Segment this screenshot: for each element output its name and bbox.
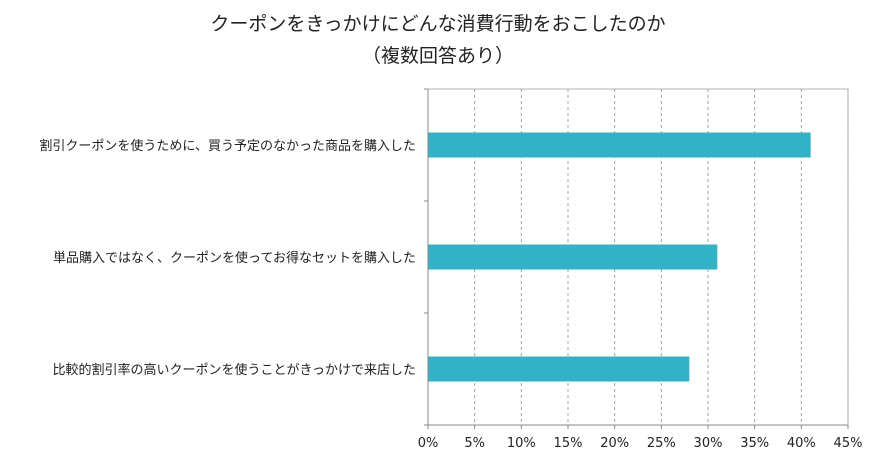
x-tick-label: 45% xyxy=(834,436,863,451)
x-tick-label: 40% xyxy=(787,436,816,451)
chart-title: クーポンをきっかけにどんな消費行動をおこしたのか （複数回答あり） xyxy=(0,8,876,72)
category-label: 比較的割引率の高いクーポンを使うことがきっかけで来店した xyxy=(53,362,416,378)
x-tick-label: 25% xyxy=(647,436,676,451)
x-tick-label: 35% xyxy=(740,436,769,451)
x-tick-label: 0% xyxy=(418,436,439,451)
bars xyxy=(428,132,811,382)
category-labels: 割引クーポンを使うために、買う予定のなかった商品を購入した単品購入ではなく、クー… xyxy=(39,138,416,378)
bar xyxy=(428,132,811,158)
x-tick-labels: 0% 5% 10% 15% 20% 25% 30% 35% 40% 45% xyxy=(418,436,863,451)
x-tick-label: 10% xyxy=(507,436,536,451)
x-tick-label: 30% xyxy=(694,436,723,451)
category-label: 割引クーポンを使うために、買う予定のなかった商品を購入した xyxy=(39,138,416,154)
x-tick-label: 20% xyxy=(600,436,629,451)
bar xyxy=(428,244,718,270)
bar xyxy=(428,356,690,382)
chart-title-line-2: （複数回答あり） xyxy=(361,45,514,67)
x-tick-label: 5% xyxy=(464,436,485,451)
x-tick-label: 15% xyxy=(554,436,583,451)
chart-title-line-1: クーポンをきっかけにどんな消費行動をおこしたのか xyxy=(210,13,666,35)
category-label: 単品購入ではなく、クーポンを使ってお得なセットを購入した xyxy=(53,250,416,266)
axes xyxy=(424,88,849,429)
